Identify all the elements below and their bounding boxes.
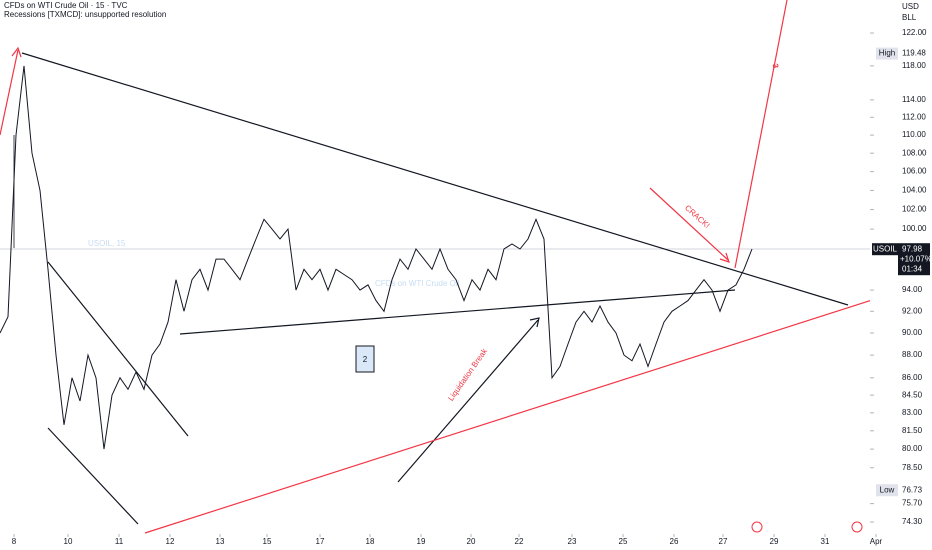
y-tick-label: 100.00 [902,224,927,233]
y-tick-label: 75.70 [902,499,923,508]
trendline [47,427,139,525]
x-tick-label: 27 [719,537,728,546]
low-value: 76.73 [902,485,923,494]
last-price-box [898,243,930,276]
plot [0,65,753,450]
y-tick-label: 106.00 [902,167,927,176]
arrow-head [529,317,540,328]
price-line [0,65,753,450]
x-tick-label: 18 [366,537,375,546]
wave-box [355,345,375,373]
currency: USD [902,2,919,11]
x-tick-label: 10 [64,537,73,546]
unit: BLL [902,13,917,22]
x-tick-label: 19 [417,537,426,546]
y-tick-label: 94.00 [902,285,923,294]
wave-label: 2 [363,355,368,364]
trendline [47,261,189,437]
trendline [179,289,736,335]
x-tick-label: 22 [515,537,524,546]
y-tick-label: 92.00 [902,306,923,315]
y-tick-label: 108.00 [902,148,927,157]
x-tick-label: 31 [821,537,830,546]
high-value: 119.48 [902,49,926,58]
last-badge [872,243,898,256]
chart-title: CFDs on WTI Crude Oil · 15 · TVC [4,1,128,10]
x-tick-label: 13 [216,537,225,546]
high-badge [876,47,898,60]
x-tick-label: 8 [12,537,17,546]
high-label: High [879,49,895,58]
x-tick-label: 25 [619,537,628,546]
y-tick-label: 90.00 [902,328,923,337]
x-tick-label: 11 [115,537,124,546]
low-label: Low [880,485,895,494]
arrow [0,49,19,136]
y-tick-label: 122.00 [902,28,927,37]
arrow [397,319,539,483]
trendlines [21,52,849,525]
y-tick-label: 110.00 [902,130,926,139]
last-change: +10.07% [900,254,932,263]
y-tick-label: 78.50 [902,463,923,472]
y-tick-label: 104.00 [902,186,927,195]
x-tick-label: 23 [568,537,577,546]
y-tick-label: 88.00 [902,350,923,359]
y-tick-label: 102.00 [902,205,927,214]
trendline [21,52,849,306]
chart-subtitle: Recessions [TXMCD]: unsupported resoluti… [4,10,166,19]
x-tick-label: 29 [770,537,779,546]
last-price: 97.98 [902,244,923,253]
countdown: 01:34 [902,264,923,273]
x-tick-label: 26 [670,537,679,546]
arrow [649,187,729,261]
x-tick-label: 20 [467,537,476,546]
support-line [144,291,898,534]
y-tick-label: 112.00 [902,112,926,121]
low-badge [876,484,898,497]
y-tick-label: 83.00 [902,408,923,417]
x-tick-label: 15 [263,537,272,546]
target-label: 3 [771,63,781,70]
x-tick-label: 17 [316,537,325,546]
last-symbol: USOIL [873,244,898,253]
target-line [734,0,788,269]
x-tick-label: 12 [166,537,175,546]
event-icon [851,521,863,533]
watermark: USOIL, 15 [88,239,126,248]
y-tick-label: 86.00 [902,373,923,382]
arrow-head [719,252,730,263]
y-tick-label: 118.00 [902,61,926,70]
event-icon [751,521,763,533]
watermark-sub: CFDs on WTI Crude Oil [375,279,460,288]
x-tick-label: Apr [870,537,883,546]
y-tick-label: 81.50 [902,426,923,435]
y-tick-label: 114.00 [902,95,926,104]
y-tick-label: 80.00 [902,444,923,453]
axis-labels: 122.00 118.00 114.00 112.00 110.00 108.00 106.… [12,28,932,546]
red-lines [0,0,898,534]
y-tick-label: 84.50 [902,390,923,399]
arrow-head [11,46,22,58]
y-tick-label: 74.30 [902,517,923,526]
